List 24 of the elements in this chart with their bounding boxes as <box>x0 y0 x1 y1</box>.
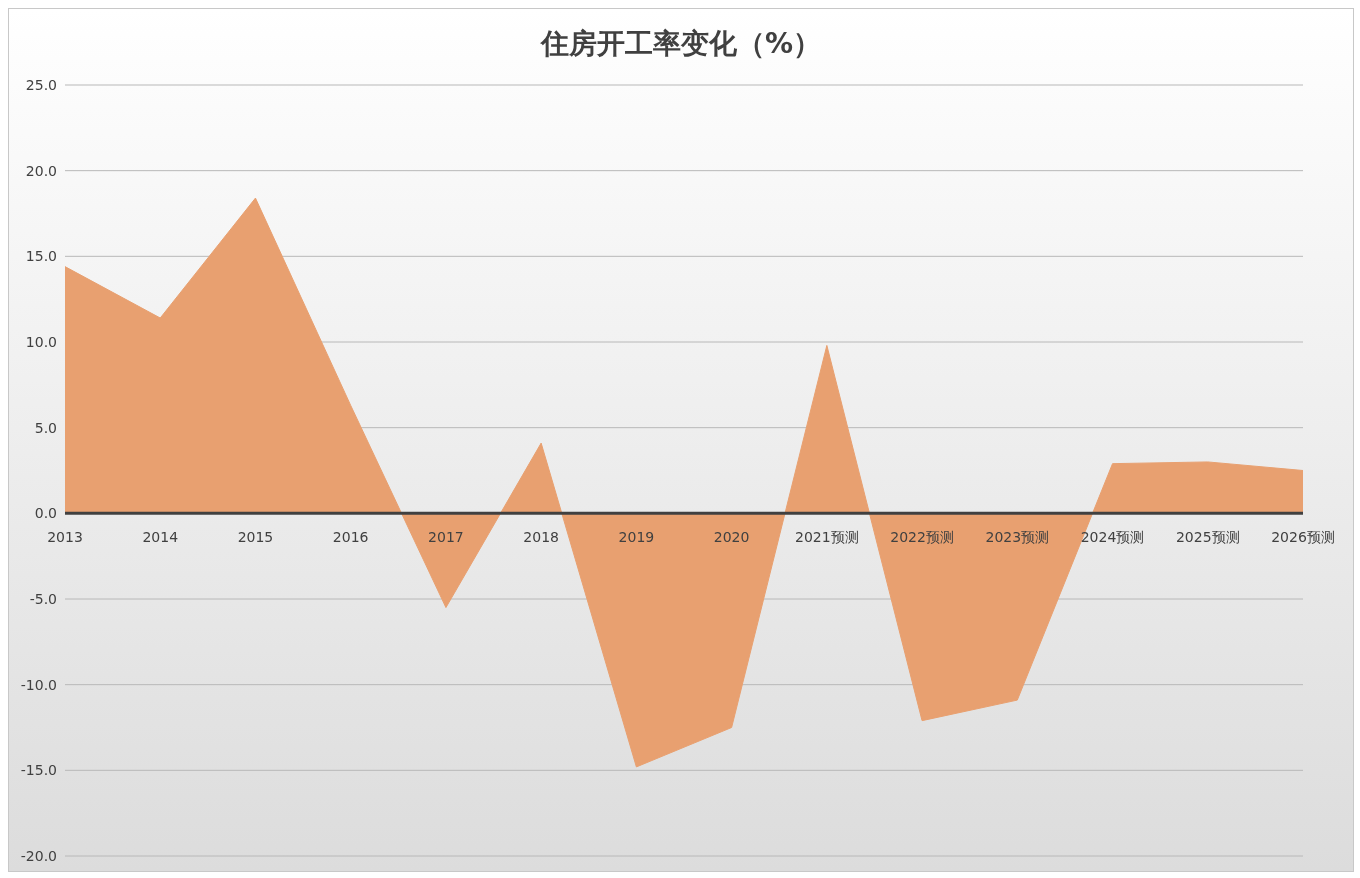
x-tick-label: 2013 <box>47 528 83 545</box>
y-tick-label: -5.0 <box>29 590 57 607</box>
x-tick-label: 2014 <box>142 528 179 545</box>
y-tick-label: 20.0 <box>25 162 57 179</box>
x-tick-label: 2016 <box>332 528 369 545</box>
x-tick-label: 2017 <box>428 528 464 545</box>
y-tick-label: 25.0 <box>25 76 57 93</box>
chart-title: 住房开工率变化（%） <box>539 26 823 62</box>
x-tick-label: 2023预测 <box>985 528 1050 545</box>
y-tick-label: 15.0 <box>25 248 57 265</box>
x-tick-label: 2025预测 <box>1175 528 1240 545</box>
y-tick-label: -20.0 <box>20 847 57 864</box>
x-tick-label: 2026预测 <box>1271 528 1335 545</box>
y-tick-label: 10.0 <box>25 333 57 350</box>
x-tick-label: 2022预测 <box>890 528 954 545</box>
y-tick-label: -15.0 <box>20 762 57 779</box>
y-tick-label: -10.0 <box>20 676 57 693</box>
x-tick-label: 2019 <box>618 528 655 545</box>
x-tick-label: 2021预测 <box>795 528 859 545</box>
x-tick-label: 2015 <box>237 528 274 545</box>
x-tick-label: 2018 <box>523 528 559 545</box>
y-tick-label: 5.0 <box>34 419 57 436</box>
y-tick-label: 0.0 <box>34 505 57 522</box>
x-tick-label: 2020 <box>713 528 750 545</box>
